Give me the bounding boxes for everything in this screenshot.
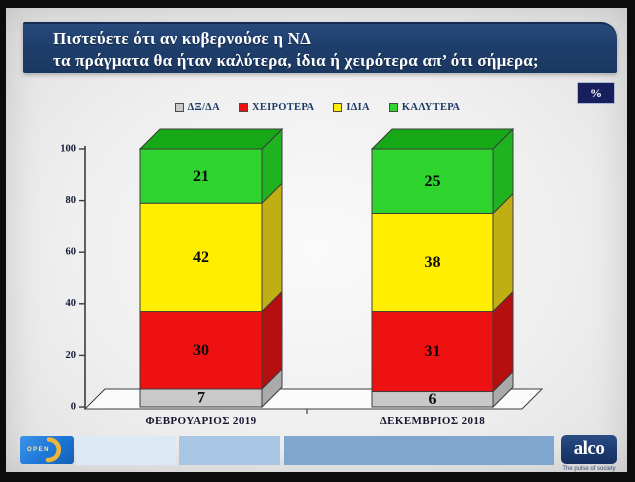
open-logo-text: OPEN (27, 447, 51, 453)
open-tv-logo: OPEN (20, 436, 74, 464)
question-line-2: τα πράγματα θα ήταν καλύτερα, ίδια ή χει… (53, 51, 539, 70)
legend-item: ΚΑΛΥΤΕΡΑ (388, 102, 461, 113)
percent-badge: % (577, 82, 615, 104)
footer-bar-segment-2 (179, 436, 280, 465)
chart-legend: ΔΞ/ΔΑ ΧΕΙΡΟΤΕΡΑ ΙΔΙΑ ΚΑΛΥΤΕΡΑ (0, 102, 635, 113)
legend-item: ΔΞ/ΔΑ (174, 102, 220, 113)
question-line-1: Πιστεύετε ότι αν κυβερνούσε η ΝΔ (53, 29, 311, 48)
open-logo-arc-icon (45, 437, 62, 463)
legend-item: ΙΔΙΑ (333, 102, 370, 113)
legend-label: ΧΕΙΡΟΤΕΡΑ (251, 102, 315, 113)
alco-tagline: The pulse of society (562, 466, 616, 472)
content-area (6, 8, 627, 472)
footer-bar-segment-3 (284, 436, 554, 465)
legend-marker-icon (333, 103, 343, 112)
legend-marker-icon (238, 103, 248, 112)
title-bar: Πιστεύετε ότι αν κυβερνούσε η ΝΔ τα πράγ… (23, 22, 617, 73)
legend-label: ΙΔΙΑ (346, 102, 370, 113)
legend-label: ΚΑΛΥΤΕΡΑ (401, 102, 461, 113)
footer-bar-segment-1 (76, 436, 176, 465)
alco-logo-text: alco (573, 438, 605, 459)
legend-marker-icon (174, 103, 184, 112)
legend-label: ΔΞ/ΔΑ (187, 102, 220, 113)
legend-item: ΧΕΙΡΟΤΕΡΑ (238, 102, 315, 113)
alco-logo: alco (561, 435, 617, 464)
legend-marker-icon (388, 103, 398, 112)
